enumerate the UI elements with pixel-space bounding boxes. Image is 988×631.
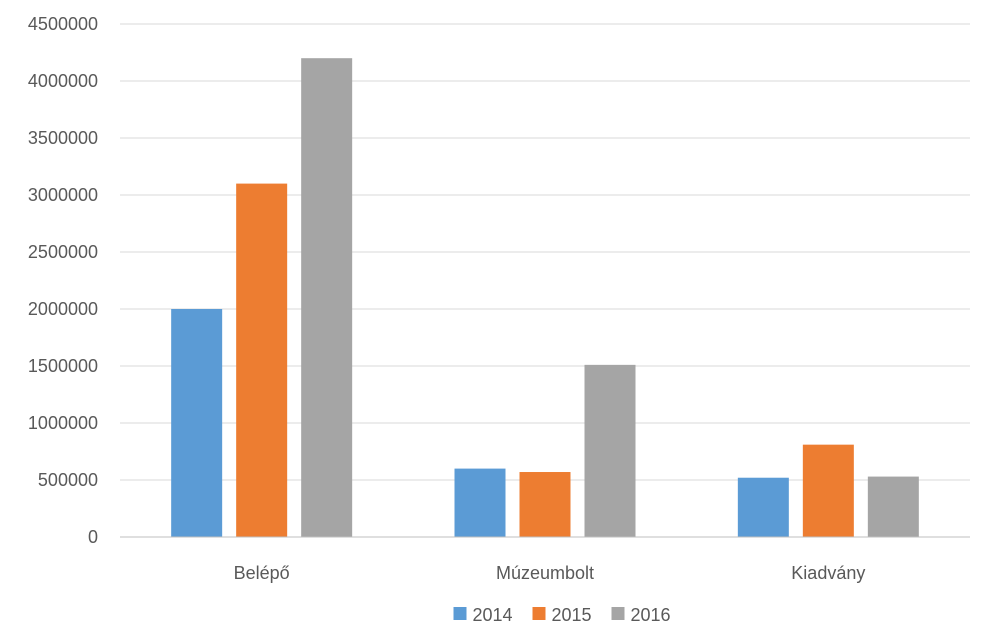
bar-2016 [584, 364, 636, 537]
bar-2014 [171, 309, 223, 537]
bar-2015 [519, 472, 571, 537]
y-tick-label: 3000000 [28, 185, 98, 205]
y-tick-label: 4000000 [28, 71, 98, 91]
bar-2015 [802, 444, 854, 537]
bar-2016 [867, 476, 919, 537]
bar-2016 [301, 58, 353, 537]
x-category-label: Belépő [234, 563, 290, 583]
legend: 2014 2015 2016 [453, 605, 671, 625]
bar-group [171, 58, 919, 537]
y-tick-label: 3500000 [28, 128, 98, 148]
y-tick-label: 1500000 [28, 356, 98, 376]
legend-label-2016: 2016 [631, 605, 671, 625]
legend-swatch-2016 [611, 607, 625, 620]
legend-label-2015: 2015 [552, 605, 592, 625]
y-tick-label: 2500000 [28, 242, 98, 262]
y-tick-label: 1000000 [28, 413, 98, 433]
bar-2014 [737, 477, 789, 537]
bar-2014 [454, 468, 506, 537]
y-tick-label: 500000 [38, 470, 98, 490]
x-axis-category-labels: Belépő Múzeumbolt Kiadvány [234, 563, 866, 583]
x-category-label: Múzeumbolt [496, 563, 594, 583]
y-tick-label: 4500000 [28, 14, 98, 34]
y-tick-label: 2000000 [28, 299, 98, 319]
y-tick-label: 0 [88, 527, 98, 547]
legend-swatch-2014 [453, 607, 467, 620]
bar-2015 [236, 183, 288, 537]
y-axis-tick-labels: 0 500000 1000000 1500000 2000000 2500000 30000… [28, 14, 98, 547]
legend-swatch-2015 [532, 607, 546, 620]
legend-label-2014: 2014 [473, 605, 513, 625]
x-category-label: Kiadvány [791, 563, 865, 583]
